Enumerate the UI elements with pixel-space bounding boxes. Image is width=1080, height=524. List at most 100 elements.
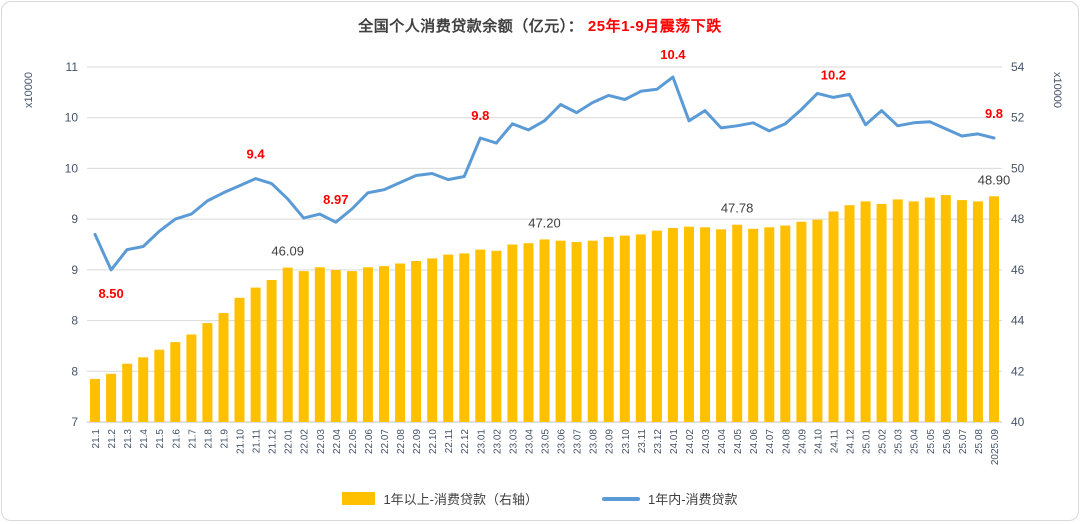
bar [122,363,133,422]
chart-title-main: 全国个人消费贷款余额（亿元）： [358,18,588,35]
x-axis-label: 24.10 [813,429,824,454]
bar [346,271,357,422]
x-axis-label: 23.02 [492,429,503,454]
x-axis-label: 21.10 [236,429,247,454]
bar [282,267,293,422]
x-axis-label: 22.02 [300,429,311,454]
x-axis-label: 25.05 [926,429,937,454]
right-axis-tick-label: 54 [1011,60,1025,74]
x-axis-label: 21.1 [91,429,102,449]
chart-title: 全国个人消费贷款余额（亿元）： 25年1-9月震荡下跌 [2,15,1078,36]
x-axis-label: 24.06 [749,429,760,454]
bar-swatch-icon [342,492,376,505]
x-axis-label: 22.06 [364,429,375,454]
bar [908,201,919,422]
bar [732,224,743,422]
x-axis-label: 24.08 [781,429,792,454]
bar [443,254,454,422]
x-axis-label: 2025.09 [990,429,1001,466]
line-swatch-icon [602,496,640,501]
x-axis-label: 23.03 [508,429,519,454]
x-axis-label: 24.12 [846,429,857,454]
bar [523,243,534,422]
bar [90,378,100,422]
legend-label-bar: 1年以上-消费贷款（右轴） [383,492,538,507]
bar [539,239,550,422]
data-label: 8.50 [98,286,123,301]
x-axis-label: 22.10 [428,429,439,454]
bar [154,349,165,422]
x-axis-label: 23.11 [637,429,648,454]
left-axis-tick-label: 8 [71,314,78,328]
right-axis-tick-label: 42 [1011,364,1025,378]
bar [892,199,903,422]
x-axis-label: 25.08 [974,429,985,454]
right-axis-tick-label: 44 [1011,314,1025,328]
x-axis-label: 22.08 [396,429,407,454]
bar [362,267,373,422]
x-axis-label: 22.09 [412,429,423,454]
bar [651,230,662,422]
bar [266,280,277,422]
x-axis-label: 21.7 [187,429,198,449]
right-axis-tick-label: 40 [1011,415,1025,429]
data-label: 9.4 [247,147,266,162]
bar [218,313,229,422]
x-axis-label: 24.01 [669,429,680,454]
data-label: 10.4 [660,47,686,62]
left-axis-tick-label: 10 [65,161,79,175]
chart-legend: 1年以上-消费贷款（右轴） 1年内-消费贷款 [2,489,1078,508]
x-axis-label: 23.12 [653,429,664,454]
x-axis-label: 25.07 [958,429,969,454]
left-axis-tick-label: 9 [71,263,78,277]
x-axis-label: 24.07 [765,429,776,454]
bar [700,227,711,422]
bar [395,263,406,422]
bar [298,271,309,422]
x-axis-label: 25.06 [942,429,953,454]
right-axis-tick-label: 52 [1011,111,1025,125]
right-axis-tick-label: 50 [1011,161,1025,175]
bar [138,357,149,422]
x-axis-label: 23.06 [557,429,568,454]
x-axis-label: 25.04 [910,429,921,454]
x-axis-label: 23.08 [589,429,600,454]
bar [764,227,775,422]
x-axis-label: 24.03 [701,429,712,454]
bar [202,323,213,422]
x-axis-label: 24.11 [829,429,840,454]
x-axis-label: 22.11 [444,429,455,454]
legend-item-line: 1年内-消费贷款 [602,489,738,508]
bar [828,211,839,422]
bar [603,236,614,422]
data-label: 48.90 [978,172,1011,187]
bar [250,287,261,422]
x-axis-label: 25.01 [862,429,873,454]
x-axis-label: 23.05 [541,429,552,454]
bar [411,261,422,422]
left-axis-tick-label: 8 [71,364,78,378]
x-axis-label: 22.07 [380,429,391,454]
bar [956,200,967,422]
data-label: 8.97 [323,192,348,207]
x-axis-label: 25.02 [878,429,889,454]
bar [989,196,999,422]
x-axis-label: 21.9 [219,429,230,449]
x-axis-label: 25.03 [894,429,905,454]
x-axis-label: 22.05 [348,429,359,454]
bar [587,240,598,422]
bar [924,197,935,422]
left-axis-tick-label: 7 [71,415,78,429]
data-label: 47.20 [528,215,561,230]
bar [571,242,582,422]
x-axis-label: 22.03 [316,429,327,454]
data-label: 9.8 [985,106,1003,121]
x-axis-label: 23.09 [605,429,616,454]
x-axis-label: 23.04 [524,429,535,454]
x-axis-label: 24.05 [733,429,744,454]
chart-title-highlight: 25年1-9月震荡下跌 [587,18,722,35]
x-axis-label: 21.2 [107,429,118,449]
x-axis-label: 21.8 [203,429,214,449]
x-axis-label: 22.12 [460,429,471,454]
